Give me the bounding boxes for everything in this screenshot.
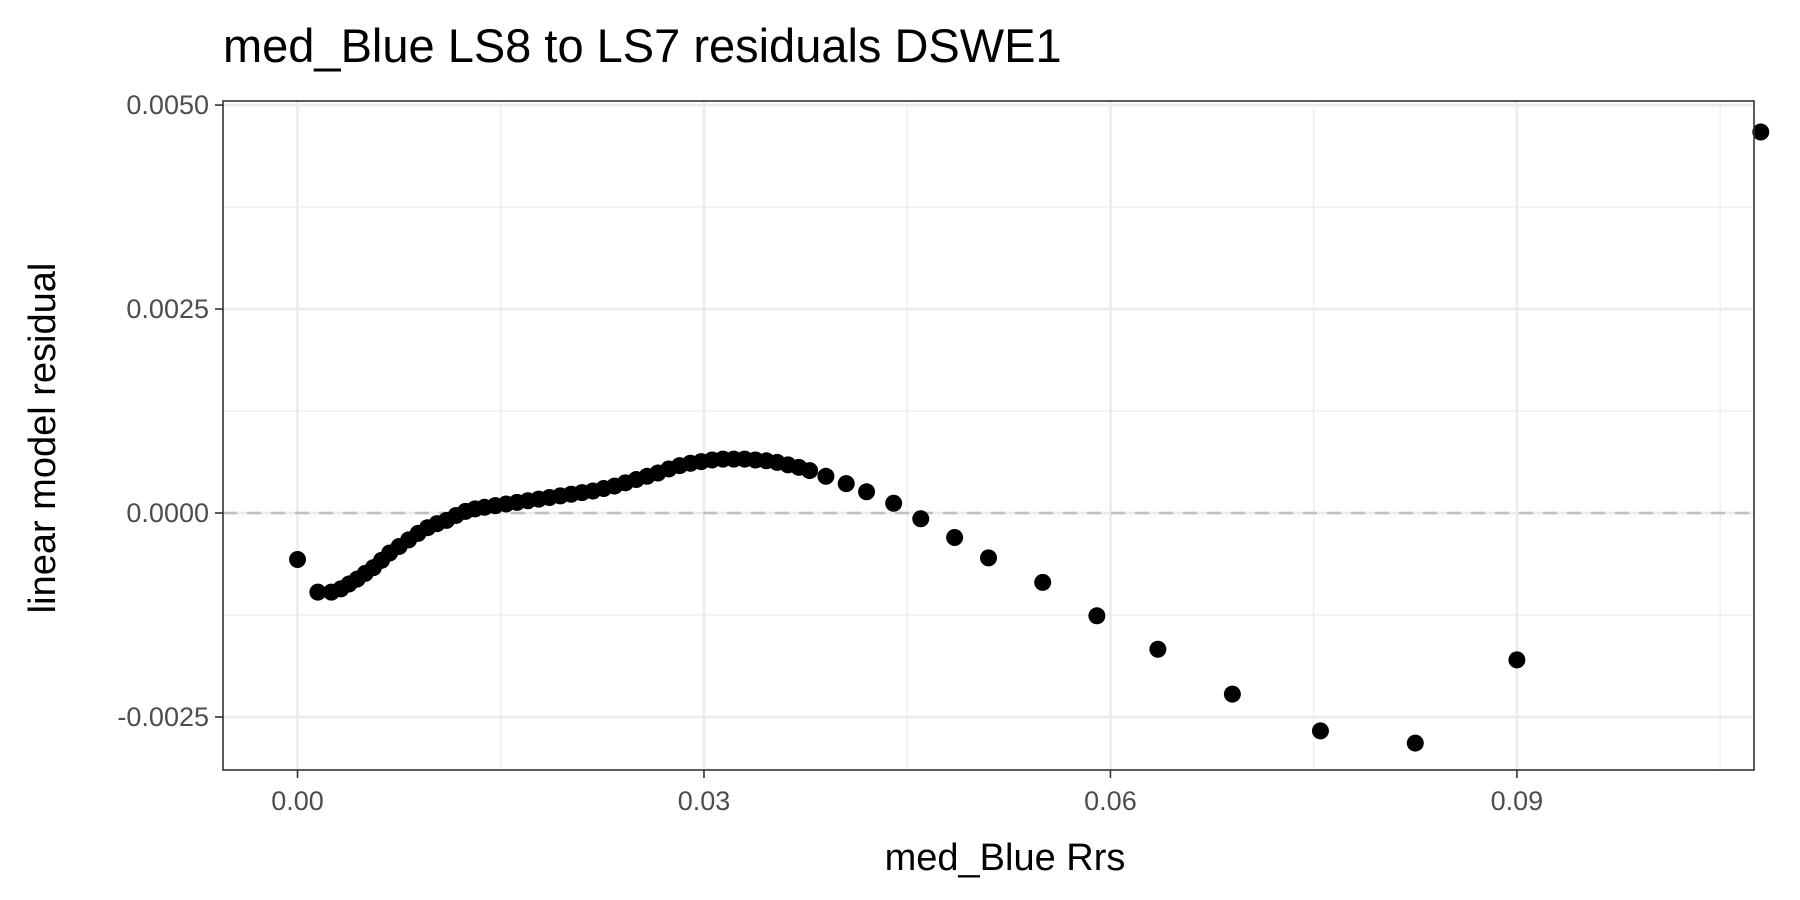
data-point [1311,722,1329,740]
minor-gridlines [223,101,1754,770]
data-point [309,583,327,601]
data-point [1149,640,1167,658]
data-point [1088,607,1106,625]
x-tick-label: 0.00 [271,786,324,816]
x-tick-label: 0.06 [1084,786,1137,816]
data-point [1752,123,1770,141]
x-axis: 0.00 0.03 0.06 0.09 [271,770,1543,816]
panel-background [223,101,1754,770]
data-point [885,494,903,512]
x-axis-title: med_Blue Rrs [885,837,1126,879]
data-point [289,551,307,569]
x-tick-label: 0.09 [1491,786,1544,816]
data-point [946,528,964,546]
plot-panel [222,100,1770,771]
data-point [801,462,819,480]
y-tick-label: -0.0025 [117,702,209,732]
data-point [1034,573,1052,591]
data-point [858,483,876,501]
data-point [980,549,997,567]
y-axis: -0.0025 0.0000 0.0025 0.0050 [117,90,223,732]
data-point [1508,651,1526,669]
data-point [837,475,855,493]
y-tick-label: 0.0050 [126,90,209,120]
data-point [912,510,930,528]
y-axis-title: linear model residual [22,263,64,614]
x-tick-label: 0.03 [678,786,731,816]
panel-border [222,100,1755,771]
data-point [817,467,835,485]
data-points [289,123,1770,752]
data-point [1406,734,1424,752]
chart-title: med_Blue LS8 to LS7 residuals DSWE1 [223,19,1062,72]
y-tick-label: 0.0025 [126,294,209,324]
y-tick-label: 0.0000 [126,498,209,528]
data-point [1223,685,1241,703]
